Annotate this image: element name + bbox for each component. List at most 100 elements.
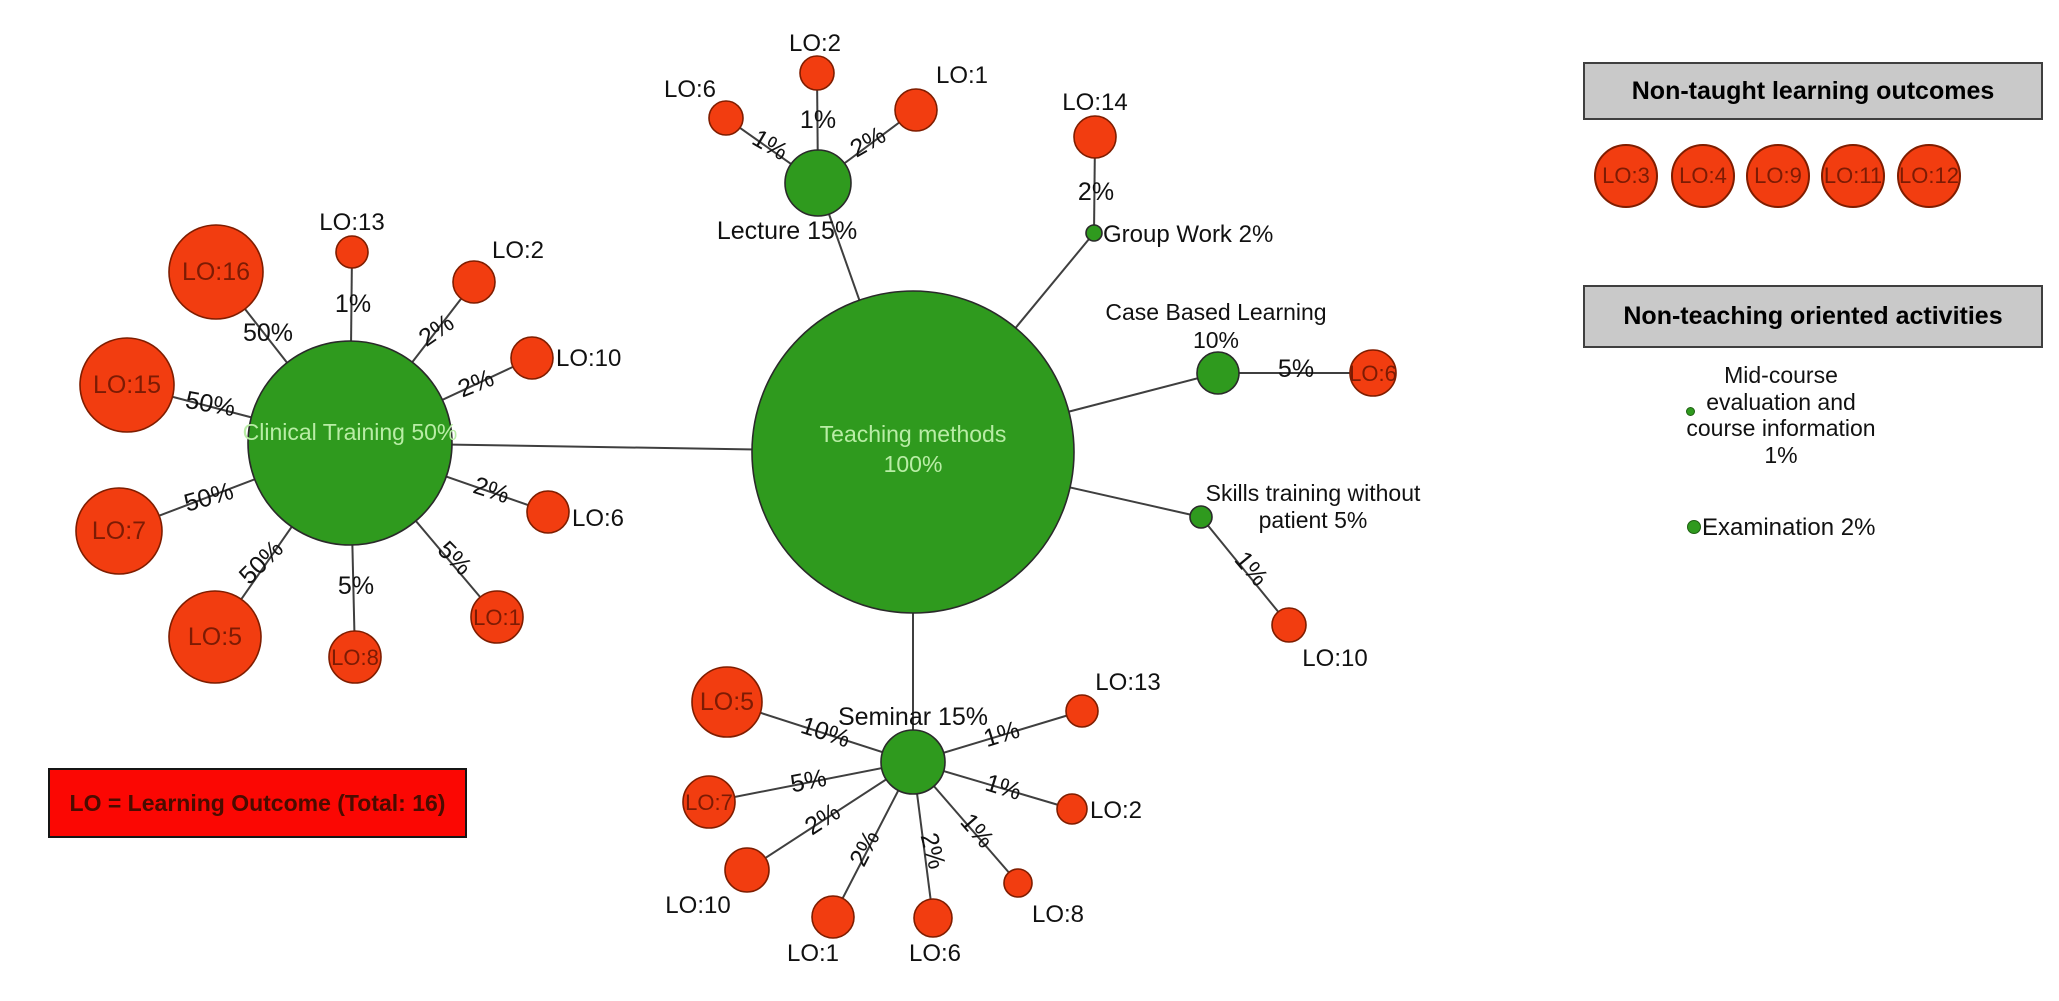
edge-weight-lecture-lec-lo2: 1% [800, 106, 836, 134]
label-cbl: Case Based Learning [1105, 299, 1326, 325]
node-labels-layer: Teaching methods 100% Clinical Training 50… [92, 30, 1421, 967]
edge-weight-clinical-ct-lo8: 5% [338, 572, 374, 600]
edge-weight-seminar-sem-lo6: 2% [915, 830, 951, 872]
node-sem-lo7 [682, 775, 736, 829]
node-sem-lo5 [691, 666, 763, 738]
legend-non-teaching-title: Non-teaching oriented activities [1623, 302, 2003, 330]
label-sem-lo13: LO:13 [1095, 669, 1160, 696]
node-sem-lo8 [1003, 868, 1033, 898]
node-sem-lo6 [913, 898, 953, 938]
node-seminar [880, 729, 946, 795]
label-lec-lo6: LO:6 [664, 76, 716, 103]
label-cbl: 10% [1193, 327, 1239, 353]
legend-non-teaching-box: Non-teaching oriented activities [1583, 285, 2043, 348]
non-taught-outcome-chip: LO:9 [1746, 144, 1810, 208]
edge-skills-sk-lo10 [1200, 516, 1290, 626]
green-dot-icon [1686, 407, 1695, 416]
chip-label: LO:4 [1679, 163, 1727, 188]
node-groupwork [1085, 224, 1103, 242]
node-teaching [751, 290, 1075, 614]
label-sem-lo1: LO:1 [787, 940, 839, 967]
label-teaching: 100% [884, 451, 943, 477]
edge-weight-cbl-cbl-lo6: 5% [1278, 355, 1314, 383]
label-lec-lo2: LO:2 [789, 30, 841, 57]
node-ct-lo5 [168, 590, 262, 684]
node-ct-lo2 [452, 260, 496, 304]
edge-weight-clinical-ct-lo13: 1% [335, 290, 371, 318]
label-ct-lo10: LO:10 [556, 345, 621, 372]
node-skills [1189, 505, 1213, 529]
node-sem-lo2 [1056, 793, 1088, 825]
node-ct-lo6 [526, 490, 570, 534]
midcourse-evaluation-item: Mid-course evaluation and course informa… [1631, 362, 1931, 468]
edge-weight-clinical-ct-lo6: 2% [470, 471, 513, 509]
chip-label: LO:9 [1754, 163, 1802, 188]
label-ct-lo13: LO:13 [319, 209, 384, 236]
label-ct-lo16: LO:16 [182, 258, 250, 286]
label-ct-lo15: LO:15 [93, 371, 161, 399]
label-sem-lo5: LO:5 [700, 688, 754, 716]
edge-seminar-sem-lo10 [746, 761, 914, 871]
node-lec-lo6 [708, 100, 744, 136]
label-teaching: Teaching methods [820, 421, 1007, 447]
midcourse-line: evaluation and [1706, 388, 1856, 415]
node-ct-lo1 [470, 590, 524, 644]
edge-weight-seminar-sem-lo2: 1% [982, 769, 1025, 806]
chip-label: LO:3 [1602, 163, 1650, 188]
edge-weight-clinical-ct-lo7: 50% [181, 477, 237, 518]
node-ct-lo15 [79, 337, 175, 433]
node-ct-lo16 [168, 224, 264, 320]
label-gw-lo14: LO:14 [1062, 89, 1127, 116]
edge-weight-seminar-sem-lo10: 2% [800, 798, 846, 841]
midcourse-line: 1% [1764, 441, 1798, 468]
chip-label: LO:12 [1899, 163, 1959, 188]
node-sk-lo10 [1271, 607, 1307, 643]
note-text: LO = Learning Outcome (Total: 16) [69, 789, 446, 816]
edge-weight-seminar-sem-lo1: 2% [844, 826, 885, 871]
label-sk-lo10: LO:10 [1302, 645, 1367, 672]
node-ct-lo10 [510, 336, 554, 380]
legend-non-taught-box: Non-taught learning outcomes [1583, 62, 2043, 120]
label-sem-lo6: LO:6 [909, 940, 961, 967]
green-dot-icon [1687, 520, 1701, 534]
learning-outcome-note-box: LO = Learning Outcome (Total: 16) [48, 768, 467, 838]
nodes-layer [75, 55, 1397, 939]
node-lec-lo1 [894, 88, 938, 132]
legend-non-taught-title: Non-taught learning outcomes [1631, 76, 1995, 105]
edge-weight-clinical-ct-lo15: 50% [183, 386, 237, 422]
label-skills: patient 5% [1259, 507, 1368, 533]
label-ct-lo2: LO:2 [492, 237, 544, 264]
label-ct-lo5: LO:5 [188, 623, 242, 651]
edge-weight-seminar-sem-lo8: 1% [955, 808, 1000, 854]
label-clinical: Clinical Training 50% [243, 419, 458, 445]
node-ct-lo7 [75, 487, 163, 575]
node-ct-lo8 [328, 630, 382, 684]
edge-weight-clinical-ct-lo16: 50% [243, 319, 293, 347]
label-ct-lo1: LO:1 [473, 605, 521, 630]
node-cbl [1196, 351, 1240, 395]
label-skills: Skills training without [1206, 480, 1421, 506]
midcourse-line: course information [1686, 415, 1876, 441]
label-cbl-lo6: LO:6 [1349, 361, 1397, 386]
label-ct-lo6: LO:6 [572, 505, 624, 532]
label-ct-lo7: LO:7 [92, 517, 146, 545]
chip-label: LO:11 [1823, 163, 1883, 188]
label-sem-lo7: LO:7 [685, 790, 733, 815]
non-taught-outcome-chip: LO:11 [1821, 144, 1885, 208]
label-sem-lo8: LO:8 [1032, 901, 1084, 928]
edge-weight-clinical-ct-lo1: 5% [432, 536, 477, 581]
midcourse-line: Mid-course [1724, 362, 1838, 388]
edge-weight-clinical-ct-lo10: 2% [454, 364, 498, 403]
label-groupwork: Group Work 2% [1103, 221, 1273, 248]
node-gw-lo14 [1073, 115, 1117, 159]
label-lec-lo1: LO:1 [936, 62, 988, 89]
node-sem-lo10 [724, 847, 770, 893]
node-lec-lo2 [799, 55, 835, 91]
non-taught-outcome-chip: LO:3 [1594, 144, 1658, 208]
edge-seminar-sem-lo7 [708, 761, 914, 803]
node-sem-lo1 [811, 895, 855, 939]
node-cbl-lo6 [1349, 349, 1397, 397]
examination-item: Examination 2% [1702, 514, 1876, 541]
edge-weight-clinical-ct-lo2: 2% [414, 309, 460, 353]
